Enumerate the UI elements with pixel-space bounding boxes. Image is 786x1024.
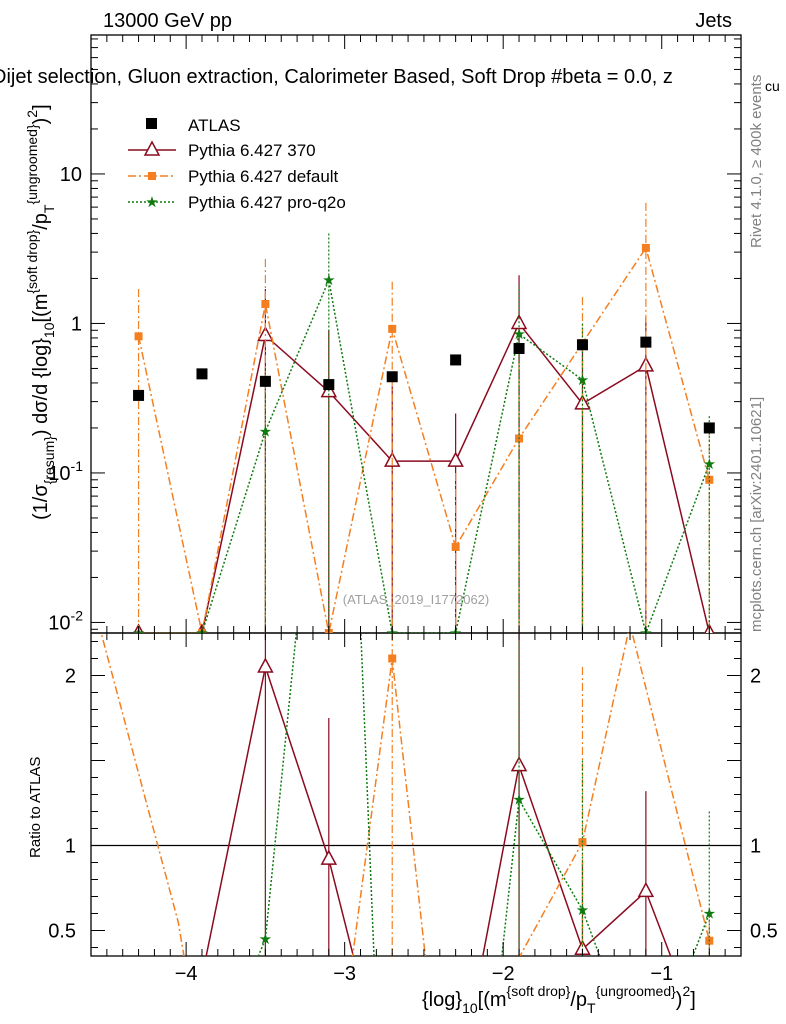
ratio-point-proq2o: ★ bbox=[703, 906, 716, 923]
y-axis-label-lower: Ratio to ATLAS bbox=[27, 757, 44, 858]
y-tick-label-upper: 10 bbox=[60, 164, 82, 186]
data-point-proq2o: ★ bbox=[259, 423, 272, 440]
plot-title-sub: cu bbox=[765, 78, 780, 94]
x-tick-label: −3 bbox=[333, 963, 356, 985]
data-point-atlas bbox=[259, 375, 271, 387]
ratio-point-proq2o: ★ bbox=[259, 931, 272, 948]
data-point-atlas bbox=[196, 368, 208, 380]
legend-label-proq2o: Pythia 6.427 pro-q2o bbox=[188, 193, 346, 212]
data-point-default bbox=[451, 542, 460, 551]
ticks-layer: −4 −3 −2 −1 10-2 10-1 1 10 0.5 0.5 1 1 2 2 bbox=[48, 35, 778, 985]
y-tick-label-upper: 1 bbox=[71, 313, 82, 335]
data-point-default bbox=[388, 324, 397, 333]
legend-label-default: Pythia 6.427 default bbox=[188, 167, 339, 186]
data-point-atlas bbox=[450, 354, 462, 366]
data-point-default bbox=[641, 243, 650, 252]
svg-text:{log}10[(m{soft drop}/pT{ungro: {log}10[(m{soft drop}/pT{ungroomed})2] bbox=[422, 983, 696, 1016]
y-tick-label-lower: 0.5 bbox=[48, 921, 76, 943]
data-point-atlas bbox=[386, 371, 398, 383]
lower-plot: ★ ★ ★ ★ bbox=[91, 633, 741, 956]
ratio-point-370 bbox=[257, 657, 274, 673]
rivet-version: Rivet 4.1.0, ≥ 400k events bbox=[748, 75, 765, 248]
x-axis-label: {log}10[(m{soft drop}/pT{ungroomed})2] bbox=[422, 983, 696, 1016]
y-tick-label-lower-right: 1 bbox=[750, 836, 761, 858]
legend-label-atlas: ATLAS bbox=[188, 116, 241, 135]
data-point-atlas bbox=[133, 389, 145, 401]
legend-label-370: Pythia 6.427 370 bbox=[188, 141, 316, 160]
data-point-atlas bbox=[640, 336, 652, 348]
y-tick-label-lower-right: 0.5 bbox=[750, 921, 778, 943]
upper-plot: ★ ★★★★ ★★★★★ bbox=[132, 202, 716, 633]
legend-marker-default bbox=[148, 172, 156, 180]
x-tick-label: −1 bbox=[650, 963, 673, 985]
data-point-default bbox=[261, 299, 270, 308]
y-tick-label-lower: 1 bbox=[65, 836, 76, 858]
upper-series-group: ★ ★★★★ ★★★★★ bbox=[132, 202, 716, 633]
legend-marker-proq2o: ★ bbox=[145, 194, 158, 211]
ratio-point-default bbox=[388, 654, 397, 663]
ratio-point-370 bbox=[510, 756, 528, 772]
data-point-default bbox=[134, 332, 143, 341]
data-point-atlas bbox=[513, 342, 525, 354]
ratio-point-proq2o: ★ bbox=[512, 792, 525, 809]
y-tick-label-upper: 10-1 bbox=[48, 458, 83, 485]
legend: ATLAS Pythia 6.427 370 Pythia 6.427 defa… bbox=[128, 116, 346, 212]
y-tick-label-upper: 10-2 bbox=[48, 607, 83, 634]
y-tick-label-lower: 2 bbox=[65, 666, 76, 688]
plot-watermark: (ATLAS_2019_I1772062) bbox=[343, 592, 489, 607]
ratio-line bbox=[257, 633, 710, 956]
legend-marker-atlas bbox=[146, 118, 157, 129]
ratio-point-370 bbox=[320, 849, 338, 865]
data-point-proq2o: ★ bbox=[322, 272, 335, 289]
data-point-370 bbox=[447, 451, 464, 467]
ratio-line bbox=[205, 664, 672, 956]
series-line bbox=[138, 277, 711, 633]
data-point-default bbox=[705, 475, 714, 484]
data-point-proq2o: ★ bbox=[703, 456, 716, 473]
y-axis-label-upper: (1/σ{resum}) dσ/d {log}10[(m{soft drop}/… bbox=[24, 104, 57, 520]
series-line bbox=[137, 246, 711, 633]
ratio-point-370 bbox=[637, 881, 655, 898]
data-point-atlas bbox=[703, 422, 715, 434]
data-point-proq2o: ★ bbox=[576, 372, 589, 389]
ratio-line bbox=[100, 633, 711, 956]
lower-series-group: ★ ★ ★ ★ bbox=[100, 633, 716, 956]
x-tick-label: −4 bbox=[175, 963, 198, 985]
legend-marker-370 bbox=[143, 140, 161, 156]
data-point-atlas bbox=[576, 339, 588, 351]
series-line bbox=[138, 321, 711, 633]
data-point-atlas bbox=[323, 379, 335, 391]
data-point-proq2o: ★ bbox=[512, 326, 525, 343]
y-tick-label-lower-right: 2 bbox=[750, 666, 761, 688]
mcplots-credit: mcplots.cern.ch [arXiv:2401.10621] bbox=[748, 397, 765, 632]
header-left: 13000 GeV pp bbox=[103, 10, 232, 32]
x-tick-label: −2 bbox=[492, 963, 515, 985]
svg-text:(1/σ{resum}) dσ/d {log}10[(m{s: (1/σ{resum}) dσ/d {log}10[(m{soft drop}/… bbox=[24, 104, 57, 520]
plot-title: Dijet selection, Gluon extraction, Calor… bbox=[0, 66, 673, 88]
ratio-point-proq2o: ★ bbox=[576, 902, 589, 919]
header-right: Jets bbox=[695, 10, 732, 32]
lower-plot-frame bbox=[90, 632, 742, 957]
